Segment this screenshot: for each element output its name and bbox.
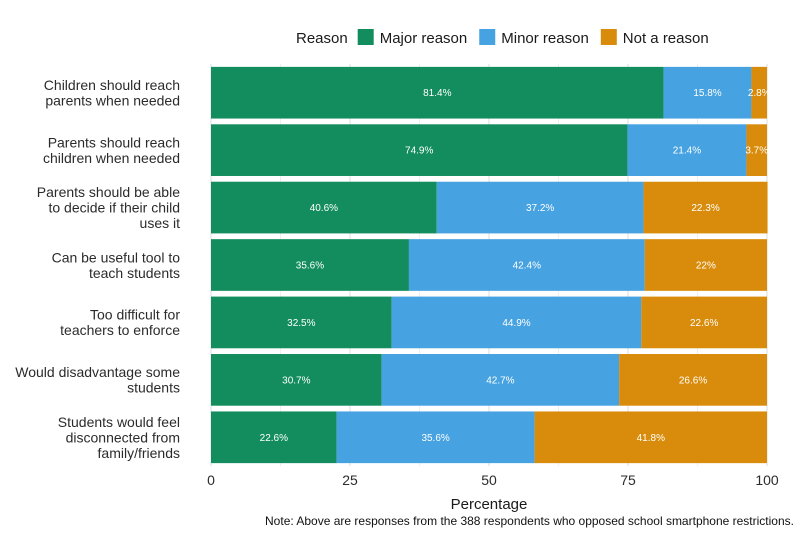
data-label: 22.6% — [690, 318, 718, 329]
category-label: Too difficult for teachers to enforce — [60, 307, 180, 339]
chart-note: Note: Above are responses from the 388 r… — [265, 514, 794, 528]
bar-segment — [211, 354, 382, 406]
bar-segment — [211, 181, 437, 234]
data-label: 81.4% — [423, 88, 451, 99]
data-label: 44.9% — [502, 318, 530, 329]
bar-segment — [746, 124, 767, 176]
category-labels: Children should reach parents when needed… — [15, 77, 180, 461]
bar-segment — [381, 354, 620, 406]
x-tick-label: 25 — [342, 472, 358, 488]
x-tick-label: 75 — [620, 472, 636, 488]
bar-segment — [643, 181, 768, 234]
bar-segment — [627, 124, 747, 176]
data-label: 35.6% — [296, 261, 324, 272]
data-label: 42.7% — [486, 375, 514, 386]
category-label: Students would feel disconnected from fami… — [58, 414, 180, 461]
category-label: Would disadvantage some students — [15, 364, 180, 396]
bar-segment — [641, 296, 767, 349]
legend-entry: Minor reason — [501, 30, 589, 47]
data-label: 22% — [696, 261, 716, 272]
legend-swatch — [357, 29, 374, 45]
legend: Reason Major reason Minor reason Not a reas… — [296, 29, 709, 47]
legend-swatch — [600, 29, 617, 45]
x-tick-label: 0 — [207, 472, 215, 488]
bar-segment — [211, 66, 664, 119]
data-label: 30.7% — [282, 375, 310, 386]
data-label: 74.9% — [405, 146, 433, 157]
data-label: 26.6% — [679, 375, 707, 386]
bar-segment — [751, 66, 767, 119]
x-tick-label: 50 — [481, 472, 497, 488]
data-label: 37.2% — [526, 203, 554, 214]
bar-segment — [663, 66, 752, 119]
category-label: Parents should be able to decide if their… — [37, 184, 180, 231]
category-label: Can be useful tool to teach students — [52, 249, 181, 281]
bar-segment — [408, 239, 645, 291]
category-label: Children should reach parents when needed — [44, 77, 180, 109]
bar-segment — [211, 411, 337, 464]
bar-segment — [436, 181, 644, 234]
data-label: 22.6% — [260, 433, 288, 444]
data-label: 35.6% — [421, 433, 449, 444]
data-label: 40.6% — [310, 203, 338, 214]
legend-swatch — [479, 29, 496, 45]
data-label: 2.8% — [748, 88, 771, 99]
legend-entry: Not a reason — [623, 30, 709, 47]
x-axis-title: Percentage — [451, 496, 528, 513]
x-axis: 0 25 50 75 100 — [207, 472, 779, 488]
data-label: 32.5% — [287, 318, 315, 329]
data-label: 15.8% — [693, 88, 721, 99]
bar-segment — [391, 296, 642, 349]
legend-title: Reason — [296, 30, 348, 47]
legend-entry: Major reason — [380, 30, 468, 47]
bar-segment — [336, 411, 535, 464]
bar-segment — [211, 124, 628, 176]
x-tick-label: 100 — [755, 472, 779, 488]
data-label: 42.4% — [513, 261, 541, 272]
bar-segment — [644, 239, 767, 291]
data-label: 21.4% — [673, 146, 701, 157]
bar-segment — [534, 411, 767, 464]
data-label: 3.7% — [745, 146, 768, 157]
bars: 81.4% 15.8% 2.8% 74.9% 21.4% 3.7% 40.6% 37.2% 22… — [211, 66, 771, 464]
bar-segment — [211, 239, 409, 291]
bar-segment — [619, 354, 767, 406]
category-label: Parents should reach children when needed — [43, 134, 180, 166]
bar-segment — [211, 296, 392, 349]
data-label: 41.8% — [637, 433, 665, 444]
data-label: 22.3% — [691, 203, 719, 214]
